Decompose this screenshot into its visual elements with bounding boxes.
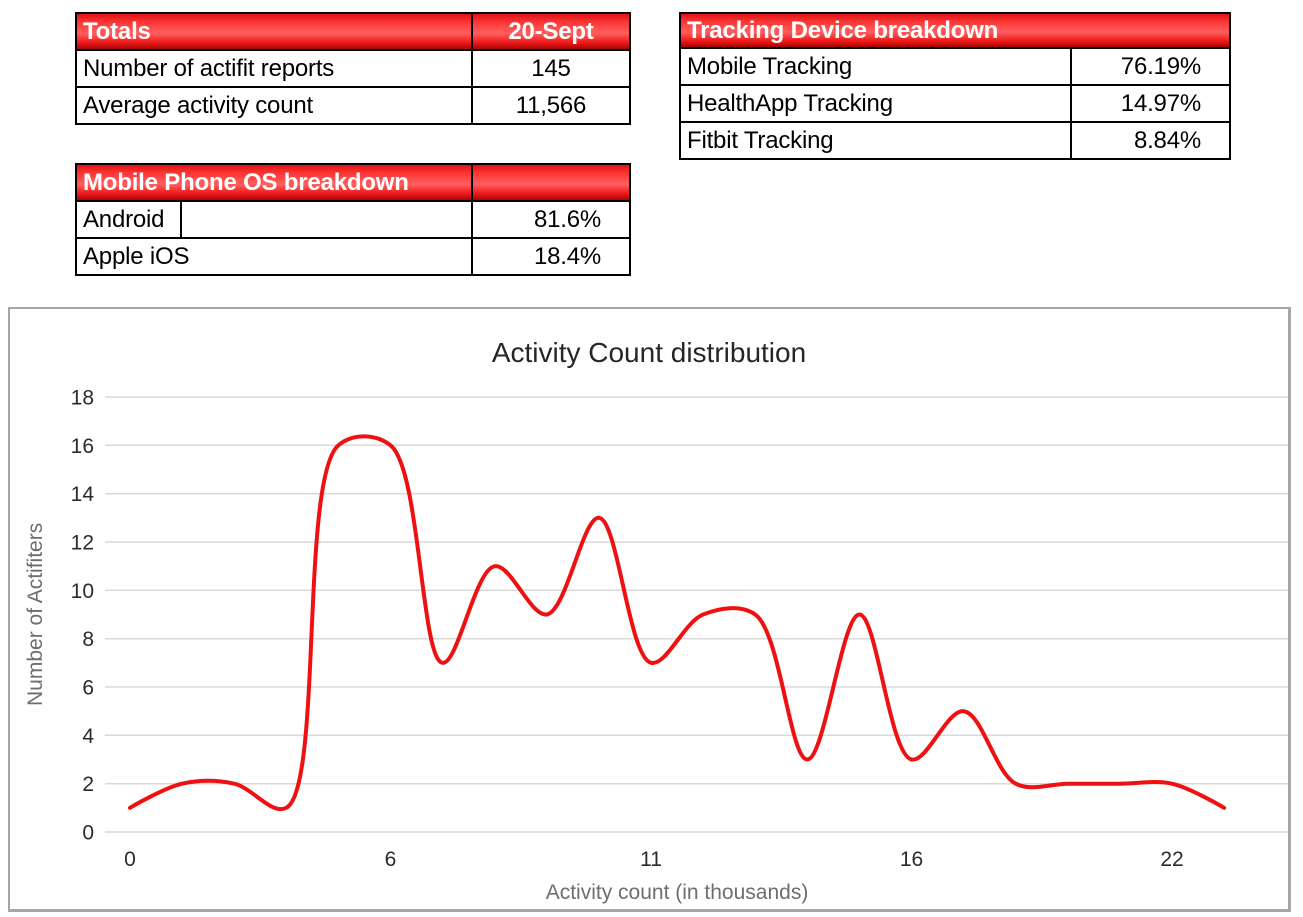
os-header-cell[interactable]: Mobile Phone OS breakdown	[83, 168, 409, 196]
y-tick-label-16: 16	[71, 435, 94, 458]
apple-ios-value-cell[interactable]: 18.4%	[471, 239, 629, 274]
tracking-device-table: Tracking Device breakdown Mobile Trackin…	[679, 12, 1231, 160]
x-tick-label-0: 0	[124, 848, 136, 871]
table-row: Average activity count 11,566	[77, 86, 629, 123]
activity-distribution-chart[interactable]: Activity Count distribution Number of Ac…	[8, 307, 1291, 912]
y-tick-label-18: 18	[71, 387, 94, 410]
y-tick-label-6: 6	[82, 677, 94, 700]
table-row: Number of actifit reports 145	[77, 49, 629, 86]
activity-chart-svg: 0 2 4 6 8 10 12 14 16 18 0 6 11 16 22	[71, 387, 1288, 871]
totals-average-label-cell[interactable]: Average activity count	[83, 91, 313, 119]
x-tick-label-6: 6	[385, 848, 397, 871]
x-tick-label-16: 16	[900, 848, 923, 871]
totals-header-cell[interactable]: Totals	[83, 17, 151, 45]
healthapp-tracking-label-cell[interactable]: HealthApp Tracking	[687, 89, 893, 117]
table-row: Fitbit Tracking 8.84%	[681, 121, 1229, 158]
android-label-cell[interactable]: Android	[83, 205, 165, 233]
x-axis-title: Activity count (in thousands)	[545, 881, 809, 904]
totals-header-row: Totals 20-Sept	[77, 14, 629, 49]
mobile-tracking-label-cell[interactable]: Mobile Tracking	[687, 52, 853, 80]
y-tick-label-4: 4	[82, 725, 94, 748]
table-row: Apple iOS 18.4%	[77, 237, 629, 274]
mobile-tracking-value-cell[interactable]: 76.19%	[1070, 49, 1229, 84]
activity-distribution-line	[128, 434, 1227, 812]
y-tick-label-8: 8	[82, 628, 94, 651]
x-tick-label-22: 22	[1160, 848, 1183, 871]
healthapp-tracking-value-cell[interactable]: 14.97%	[1070, 86, 1229, 121]
totals-date-cell[interactable]: 20-Sept	[471, 14, 629, 49]
apple-ios-label-cell[interactable]: Apple iOS	[83, 242, 190, 270]
y-tick-label-10: 10	[71, 580, 94, 603]
tracking-header-row: Tracking Device breakdown	[681, 14, 1229, 47]
mobile-os-table: Mobile Phone OS breakdown Android 81.6% …	[75, 163, 631, 276]
android-value-cell[interactable]: 81.6%	[471, 202, 629, 237]
y-tick-label-12: 12	[71, 532, 94, 555]
os-header-row: Mobile Phone OS breakdown	[77, 165, 629, 200]
totals-reports-value-cell[interactable]: 145	[471, 51, 629, 86]
chart-title: Activity Count distribution	[491, 337, 807, 368]
y-tick-label-14: 14	[71, 483, 95, 506]
x-tick-label-11: 11	[640, 848, 662, 871]
table-row: Mobile Tracking 76.19%	[681, 47, 1229, 84]
totals-average-value-cell[interactable]: 11,566	[471, 88, 629, 123]
table-row: HealthApp Tracking 14.97%	[681, 84, 1229, 121]
y-tick-label-0: 0	[82, 822, 94, 845]
totals-table: Totals 20-Sept Number of actifit reports…	[75, 12, 631, 125]
y-tick-label-2: 2	[82, 773, 94, 796]
android-spacer-cell[interactable]	[180, 202, 471, 237]
table-row: Android 81.6%	[77, 200, 629, 237]
totals-reports-label-cell[interactable]: Number of actifit reports	[83, 54, 335, 82]
fitbit-tracking-value-cell[interactable]: 8.84%	[1070, 123, 1229, 158]
tracking-header-cell[interactable]: Tracking Device breakdown	[687, 16, 999, 44]
fitbit-tracking-label-cell[interactable]: Fitbit Tracking	[687, 126, 834, 154]
os-header-empty-cell[interactable]	[471, 165, 629, 200]
